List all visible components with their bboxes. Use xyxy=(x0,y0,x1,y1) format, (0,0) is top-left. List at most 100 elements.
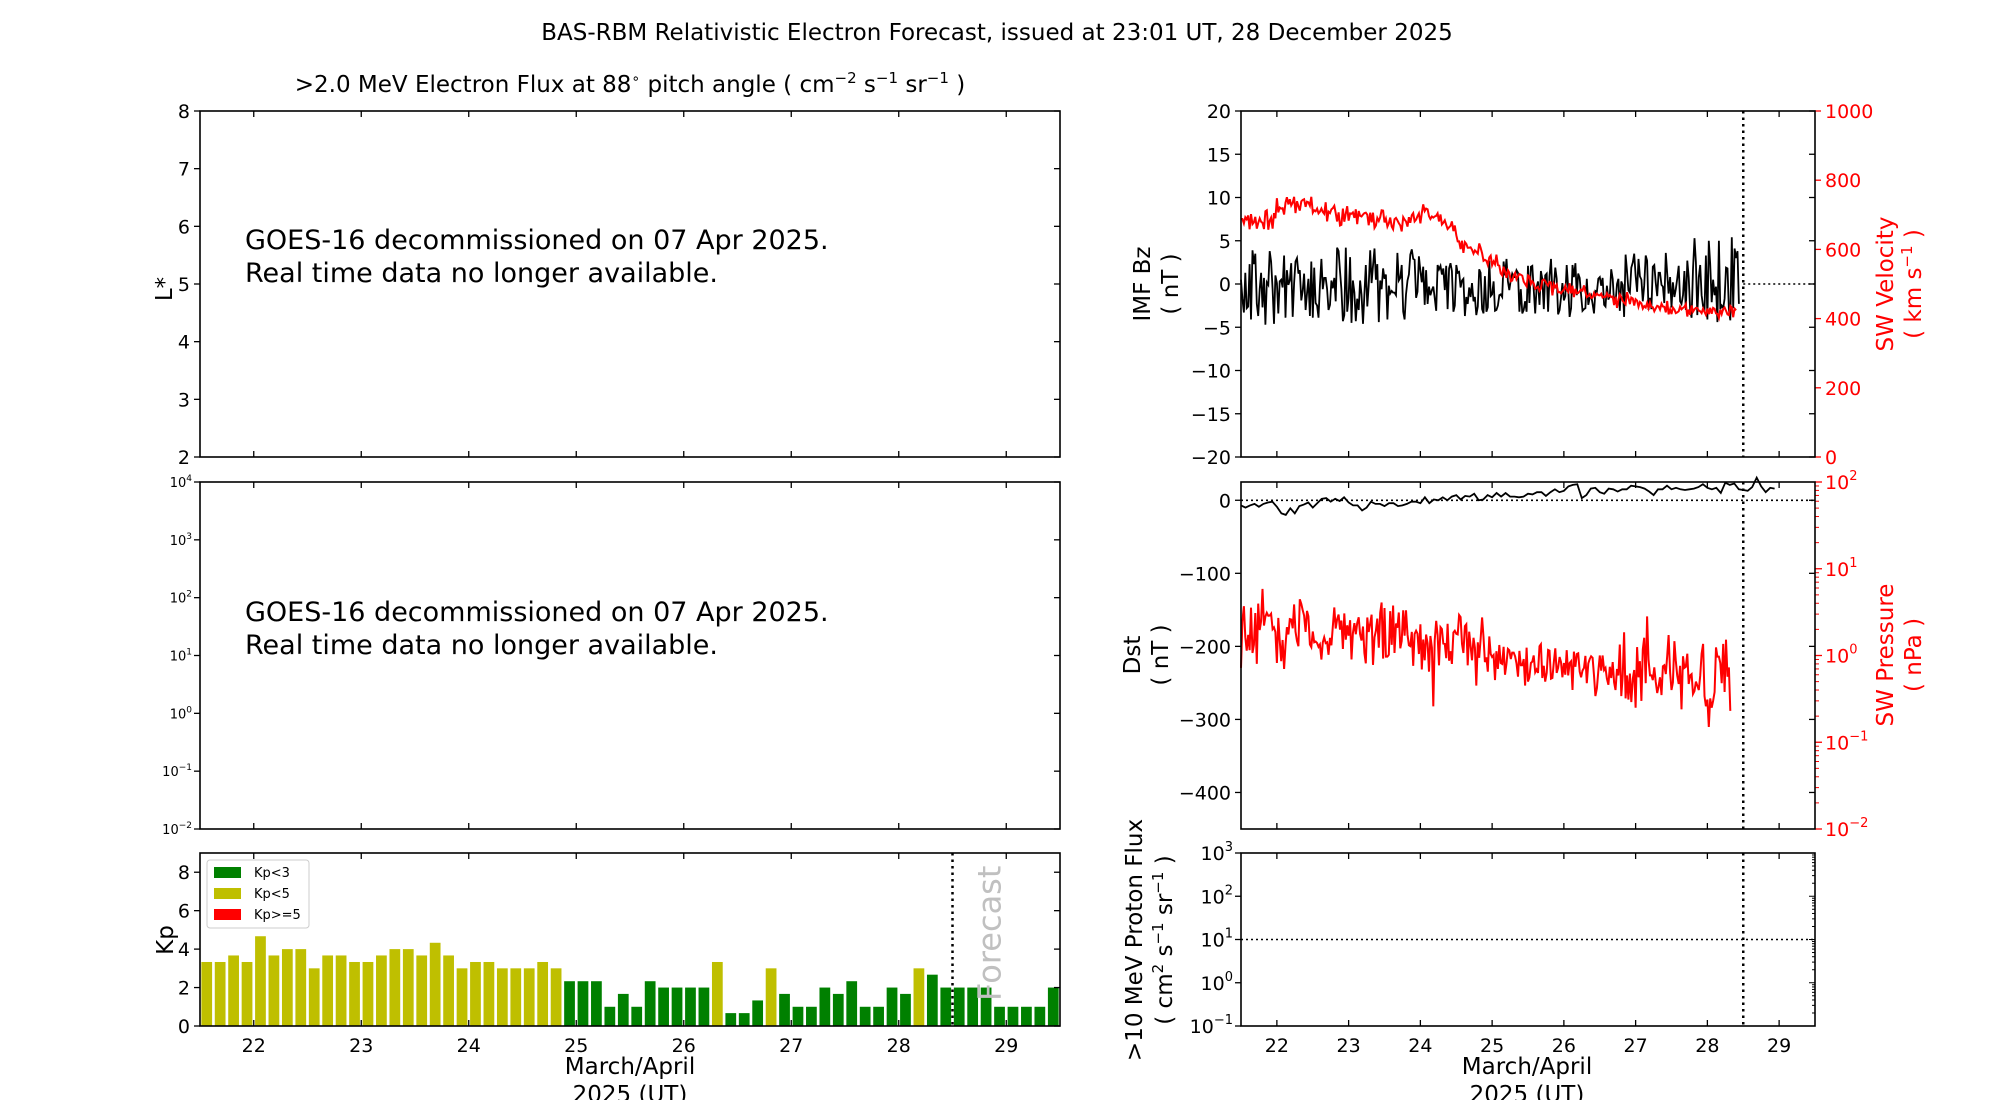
kp-bar xyxy=(725,1013,737,1026)
kp-bar xyxy=(752,1000,764,1026)
x-tick-label: 24 xyxy=(457,1035,481,1057)
y-tick-label-exp: 0 xyxy=(186,705,192,715)
y-tick-label: −400 xyxy=(1179,782,1231,804)
y-tick-label-exp: 3 xyxy=(186,532,192,542)
y-tick-label: 102 xyxy=(170,590,192,607)
kp-bar xyxy=(792,1006,804,1026)
proton-right-ticks xyxy=(1809,854,1815,1027)
y-tick-label: 103 xyxy=(1201,840,1233,865)
kp-bar xyxy=(268,955,280,1026)
y2-tick-label: 101 xyxy=(1825,556,1857,581)
dst-x-ticks xyxy=(1276,482,1780,829)
proton-axis-label: >10 MeV Proton Flux( cm2 s−1 sr−1 ) xyxy=(1122,819,1178,1061)
dst-axis-label-line1: Dst xyxy=(1120,636,1146,675)
dst-trace xyxy=(1240,475,1775,516)
x-tick-label: 23 xyxy=(1337,1035,1361,1057)
y-tick-label: 2 xyxy=(178,447,190,469)
y2-tick-label-exp: −2 xyxy=(1849,816,1868,831)
y2-tick-label: 800 xyxy=(1825,170,1861,192)
forecast-label: Forecast xyxy=(971,866,1009,1001)
y-tick-label: 10 xyxy=(1207,188,1231,210)
lstar-axis-label: L* xyxy=(152,277,178,301)
kp-axis-label: Kp xyxy=(153,925,179,955)
kp-bar xyxy=(604,1006,616,1026)
y-tick-label: 10−2 xyxy=(162,821,192,838)
imf-traces xyxy=(1240,111,1815,457)
kp-bar xyxy=(416,955,428,1026)
imf-panel: −20 −15 −10 −5 0 5 10 15 20 0 200 400 600 800 1000 IM… xyxy=(1130,101,1927,469)
kp-bar xyxy=(671,987,683,1026)
y-tick-label-base: 10 xyxy=(1201,973,1225,995)
kp-bar xyxy=(308,968,320,1026)
y-tick-label: 101 xyxy=(1201,927,1233,952)
kp-bar xyxy=(644,981,656,1026)
kp-bar xyxy=(967,987,979,1026)
y-tick-label-exp: −1 xyxy=(179,763,192,773)
y-tick-label-base: 10 xyxy=(170,707,187,722)
y-tick-label-exp: 3 xyxy=(1225,840,1233,855)
kp-bar xyxy=(658,987,669,1026)
x-tick-label: 27 xyxy=(779,1035,803,1057)
x-tick-label: 27 xyxy=(1624,1035,1648,1057)
proton-units-sr: sr xyxy=(1152,893,1178,922)
y2-tick-label-base: 10 xyxy=(1825,732,1849,754)
flux-title-units: pitch angle ( cm xyxy=(640,72,834,98)
kp-bar xyxy=(1007,1006,1019,1026)
y-tick-label-exp: 1 xyxy=(1225,927,1233,942)
sw-pressure-axis-label: SW Pressure( nPa ) xyxy=(1873,584,1927,727)
y2-tick-label: 10−2 xyxy=(1825,816,1868,841)
flux-log-plot-frame xyxy=(199,481,1061,830)
sw-pressure-trace xyxy=(1240,588,1732,728)
y-tick-label: 104 xyxy=(170,474,193,491)
proton-units-exp2: −1 xyxy=(1149,922,1167,944)
y-tick-label: 103 xyxy=(170,532,192,549)
y-tick-label-base: 10 xyxy=(162,765,179,780)
y-tick-label: 7 xyxy=(178,159,190,181)
kp-bars xyxy=(201,936,1059,1026)
y-tick-label-exp: 4 xyxy=(186,474,192,484)
y-tick-label-base: 10 xyxy=(1201,886,1225,908)
y-tick-label-base: 10 xyxy=(162,823,179,838)
flux-title-exp1: −2 xyxy=(835,69,857,87)
kp-bar xyxy=(980,987,992,1026)
kp-bar xyxy=(940,987,952,1026)
y2-tick-label-exp: −1 xyxy=(1849,729,1868,744)
dst-y-ticks: −400 −300 −200 −100 0 xyxy=(1179,490,1815,804)
y-tick-label: 5 xyxy=(1219,231,1231,253)
sw-velocity-units-exp: −1 xyxy=(1898,245,1916,267)
kp-y-ticks: 0 2 4 6 8 xyxy=(178,862,1060,1038)
y-tick-label: −15 xyxy=(1191,404,1231,426)
y-tick-label: 3 xyxy=(178,389,190,411)
flux-title-sr: sr xyxy=(898,72,927,98)
y2-tick-label-base: 10 xyxy=(1825,646,1849,668)
sw-pressure-axis-label-line1: SW Pressure xyxy=(1873,584,1899,727)
y-tick-label: −5 xyxy=(1203,317,1231,339)
y-tick-label: 0 xyxy=(1219,490,1231,512)
kp-bar xyxy=(631,1006,643,1026)
y-tick-label-base: 10 xyxy=(170,650,187,665)
sw-pressure-axis-label-line2: ( nPa ) xyxy=(1901,618,1927,692)
proton-plot-frame xyxy=(1240,852,1816,1027)
kp-bar xyxy=(913,968,925,1026)
y-tick-label: 0 xyxy=(178,1016,190,1038)
sw-velocity-axis-label: SW Velocity( km s−1 ) xyxy=(1873,217,1927,352)
y2-tick-label-exp: 2 xyxy=(1849,469,1857,484)
flux-title-exp2: −1 xyxy=(876,69,898,87)
kp-bar xyxy=(779,993,790,1026)
flux-log-notice-line2: Real time data no longer available. xyxy=(245,630,718,661)
y-tick-label: −300 xyxy=(1179,709,1231,731)
proton-x-ticks: 22 23 24 25 26 27 28 29 xyxy=(1265,853,1791,1057)
y-tick-label: 20 xyxy=(1207,101,1231,123)
kp-bar xyxy=(537,961,549,1026)
kp-bar xyxy=(819,987,831,1026)
imf-bz-y-ticks: −20 −15 −10 −5 0 5 10 15 20 xyxy=(1191,101,1815,469)
kp-bar xyxy=(873,1006,884,1026)
kp-legend-label-mid: Kp<5 xyxy=(254,887,290,902)
y-tick-label: 4 xyxy=(178,332,190,354)
kp-bar xyxy=(900,993,911,1026)
kp-bar xyxy=(711,961,723,1026)
